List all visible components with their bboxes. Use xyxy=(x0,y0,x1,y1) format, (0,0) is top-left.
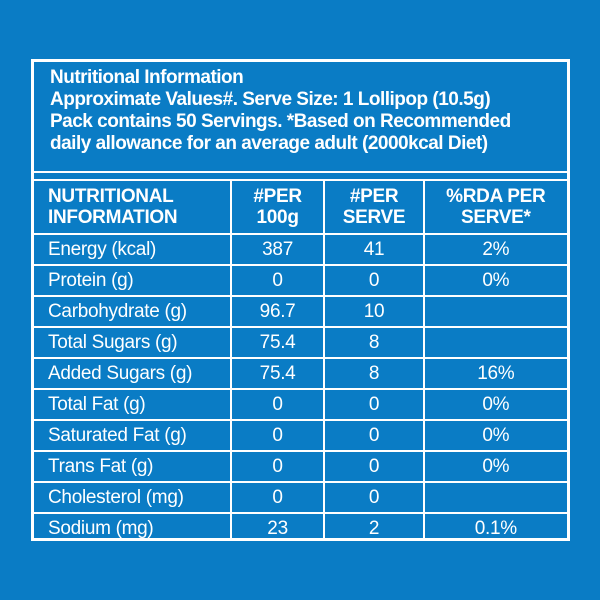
value-per-serve: 0 xyxy=(323,481,425,514)
label-header: Nutritional Information Approximate Valu… xyxy=(34,62,567,173)
servings-line: Pack contains 50 Servings. *Based on Rec… xyxy=(50,111,511,132)
table-row-total-sugars: Total Sugars (g) 75.4 8 xyxy=(34,326,567,359)
value-rda-per-serve: 2% xyxy=(422,233,567,266)
value-per-serve: 0 xyxy=(323,388,425,421)
value-per-100g: 96.7 xyxy=(229,295,326,328)
value-per-100g: 0 xyxy=(229,450,326,483)
column-header-per-serve: #PER SERVE xyxy=(323,180,425,235)
nutrient-name: Trans Fat (g) xyxy=(34,450,232,483)
table-row-total-fat: Total Fat (g) 0 0 0% xyxy=(34,388,567,421)
value-per-serve: 0 xyxy=(323,264,425,297)
table-row-carbohydrate: Carbohydrate (g) 96.7 10 xyxy=(34,295,567,328)
value-per-serve: 2 xyxy=(323,512,425,538)
value-rda-per-serve: 0% xyxy=(422,388,567,421)
value-rda-per-serve: 16% xyxy=(422,357,567,390)
table-row-trans-fat: Trans Fat (g) 0 0 0% xyxy=(34,450,567,483)
value-rda-per-serve xyxy=(422,295,567,328)
value-rda-per-serve: 0% xyxy=(422,450,567,483)
table-row-saturated-fat: Saturated Fat (g) 0 0 0% xyxy=(34,419,567,452)
nutrient-name: Carbohydrate (g) xyxy=(34,295,232,328)
nutrition-table-body: Energy (kcal) 387 41 2% Protein (g) 0 0 … xyxy=(34,233,567,538)
nutrient-name: Sodium (mg) xyxy=(34,512,232,538)
value-per-100g: 0 xyxy=(229,419,326,452)
value-per-100g: 0 xyxy=(229,388,326,421)
nutrient-name: Saturated Fat (g) xyxy=(34,419,232,452)
value-per-serve: 41 xyxy=(323,233,425,266)
value-per-100g: 75.4 xyxy=(229,326,326,359)
table-row-energy: Energy (kcal) 387 41 2% xyxy=(34,233,567,266)
value-per-100g: 75.4 xyxy=(229,357,326,390)
value-per-serve: 10 xyxy=(323,295,425,328)
column-header-line: 100g xyxy=(256,207,299,228)
column-header-line: #PER xyxy=(349,186,399,207)
value-per-serve: 8 xyxy=(323,357,425,390)
rda-basis-line: daily allowance for an average adult (20… xyxy=(50,133,488,154)
nutrition-table-header: NUTRITIONAL INFORMATION #PER 100g #PER S… xyxy=(34,180,567,235)
nutrient-name: Total Sugars (g) xyxy=(34,326,232,359)
nutrient-name: Total Fat (g) xyxy=(34,388,232,421)
value-per-100g: 0 xyxy=(229,481,326,514)
column-header-rda-per-serve: %RDA PER SERVE* xyxy=(422,180,567,235)
nutrient-name: Protein (g) xyxy=(34,264,232,297)
value-per-100g: 0 xyxy=(229,264,326,297)
column-header-line: SERVE* xyxy=(460,207,531,228)
column-header-nutrient: NUTRITIONAL INFORMATION xyxy=(34,180,232,235)
column-header-line: INFORMATION xyxy=(48,207,178,228)
value-per-serve: 0 xyxy=(323,419,425,452)
nutrient-name: Added Sugars (g) xyxy=(34,357,232,390)
header-row: NUTRITIONAL INFORMATION #PER 100g #PER S… xyxy=(34,180,567,235)
label-title: Nutritional Information xyxy=(50,67,244,88)
nutrition-table: NUTRITIONAL INFORMATION #PER 100g #PER S… xyxy=(34,179,567,538)
column-header-line: %RDA PER xyxy=(446,186,546,207)
table-row-sodium: Sodium (mg) 23 2 0.1% xyxy=(34,512,567,538)
value-rda-per-serve: 0.1% xyxy=(422,512,567,538)
value-rda-per-serve: 0% xyxy=(422,264,567,297)
value-per-serve: 8 xyxy=(323,326,425,359)
column-header-line: SERVE xyxy=(342,207,406,228)
value-per-serve: 0 xyxy=(323,450,425,483)
table-row-protein: Protein (g) 0 0 0% xyxy=(34,264,567,297)
value-rda-per-serve xyxy=(422,481,567,514)
value-rda-per-serve xyxy=(422,326,567,359)
serve-size-line: Approximate Values#. Serve Size: 1 Lolli… xyxy=(50,89,491,110)
table-row-cholesterol: Cholesterol (mg) 0 0 xyxy=(34,481,567,514)
nutrient-name: Energy (kcal) xyxy=(34,233,232,266)
column-header-line: NUTRITIONAL xyxy=(48,186,174,207)
column-header-line: #PER xyxy=(253,186,302,207)
value-per-100g: 387 xyxy=(229,233,326,266)
nutrient-name: Cholesterol (mg) xyxy=(34,481,232,514)
table-row-added-sugars: Added Sugars (g) 75.4 8 16% xyxy=(34,357,567,390)
nutrition-label: Nutritional Information Approximate Valu… xyxy=(31,59,570,541)
column-header-per-100g: #PER 100g xyxy=(229,180,326,235)
value-rda-per-serve: 0% xyxy=(422,419,567,452)
value-per-100g: 23 xyxy=(229,512,326,538)
